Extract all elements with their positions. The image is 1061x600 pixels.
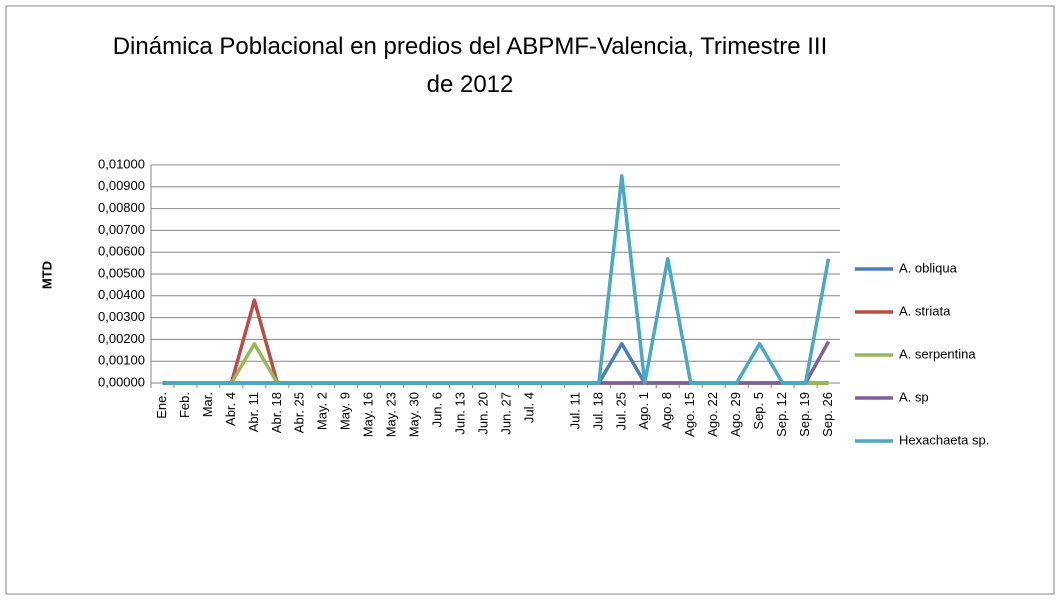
x-tick-label: Jul. 25 [613, 392, 628, 430]
y-tick-label: 0,00900 [98, 178, 145, 193]
x-tick-label: May. 2 [315, 392, 330, 430]
x-tick-label: Ago. 15 [682, 392, 697, 437]
y-tick-label: 0,00100 [98, 353, 145, 368]
series-line [162, 174, 831, 385]
y-tick-label: 0,00400 [98, 287, 145, 302]
x-tick-label: Jul. 4 [521, 392, 536, 423]
x-tick-label: Ago. 1 [636, 392, 651, 430]
legend-label: Hexachaeta sp. [899, 432, 989, 447]
x-tick-label: Abr. 25 [292, 392, 307, 433]
x-tick-label: Sep. 5 [751, 392, 766, 430]
x-tick-label: Jun. 6 [430, 392, 445, 427]
y-tick-label: 0,00500 [98, 265, 145, 280]
x-tick-label: May. 30 [407, 392, 422, 437]
x-tick-label: Jun. 13 [452, 392, 467, 435]
legend-label: A. obliqua [899, 260, 958, 275]
x-tick-label: May. 9 [338, 392, 353, 430]
y-tick-label: 0,00700 [98, 222, 145, 237]
x-tick-label: Jun. 20 [475, 392, 490, 435]
y-tick-label: 0,00300 [98, 309, 145, 324]
x-tick-label: Abr. 4 [223, 392, 238, 426]
x-tick-label: Abr. 11 [246, 392, 261, 432]
chart-title: Dinámica Poblacional en predios del ABPM… [112, 33, 828, 98]
y-tick-label: 0,00200 [98, 331, 145, 346]
x-tick-label: Jun. 27 [498, 392, 513, 435]
legend-label: A. striata [899, 303, 951, 318]
x-tick-label: Jul. 11 [567, 392, 582, 429]
y-tick-label: 0,00600 [98, 244, 145, 259]
x-tick-label: May. 16 [361, 392, 376, 437]
x-tick-label: Mar. [200, 392, 215, 417]
x-tick-label: Abr. 18 [269, 392, 284, 433]
x-tick-label: Feb. [177, 392, 192, 418]
x-tick-label: Sep. 12 [774, 392, 789, 437]
y-tick-label: 0,00800 [98, 200, 145, 215]
x-tick-label: Ago. 22 [705, 392, 720, 437]
x-tick-label: Ene. [154, 392, 169, 419]
y-axis-label: MTD [39, 261, 54, 289]
x-tick-label: Sep. 19 [797, 392, 812, 437]
x-tick-label: May. 23 [384, 392, 399, 437]
x-tick-label: Ago. 29 [728, 392, 743, 437]
x-tick-label: Sep. 26 [820, 392, 835, 437]
chart-frame [5, 5, 1055, 595]
x-tick-label: Jul. 18 [590, 392, 605, 430]
y-tick-label: 0,00000 [98, 374, 145, 389]
legend-label: A. serpentina [899, 346, 976, 361]
x-tick-label: Ago. 8 [659, 392, 674, 430]
legend-label: A. sp [899, 389, 929, 404]
y-tick-label: 0,01000 [98, 156, 145, 171]
